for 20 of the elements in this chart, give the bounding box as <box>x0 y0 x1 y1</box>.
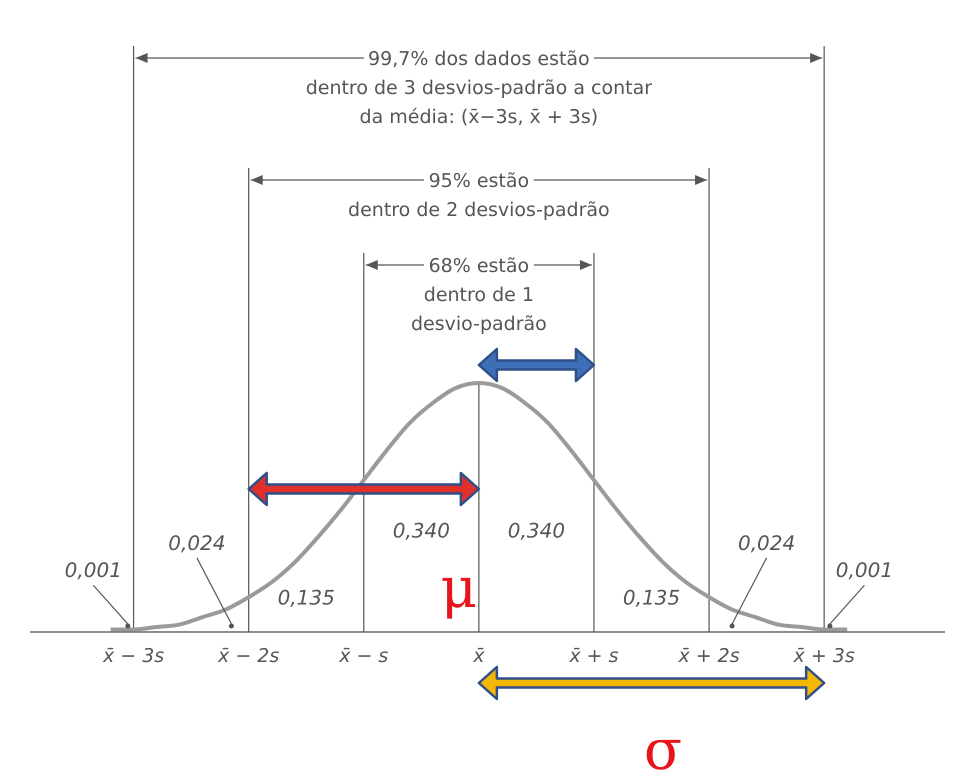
annotation: 0,340 <box>508 518 566 542</box>
x-tick-label: x̄ + s <box>568 645 619 667</box>
annotation: 0,024 <box>168 530 226 555</box>
x-tick-label: x̄ − 3s <box>102 645 164 667</box>
annotation: 0,135 <box>278 586 335 610</box>
annotation: 0,001 <box>836 558 894 582</box>
annotation: 0,135 <box>622 586 680 610</box>
annotation: 0,024 <box>738 530 796 555</box>
annotation: μ <box>440 556 478 622</box>
text: 68% estão dentro de 1 desvio-padrão <box>410 255 547 335</box>
x-tick-label: x̄ + 2s <box>677 645 740 667</box>
x-tick-label: x̄ − s <box>338 645 388 667</box>
x-tick-label: x̄ − 2s <box>217 645 280 667</box>
annotation: 0,001 <box>64 558 122 582</box>
x-tick-label: x̄ <box>472 645 486 667</box>
text: 99,7% dos dados estão dentro de 3 desvios-padrão a contar da média: (x̄−3s, x̄ + 3s) <box>306 48 652 128</box>
text: σ <box>644 718 682 782</box>
text: 95% estão dentro de 2 desvios-padrão <box>348 170 610 221</box>
annotation: 0,340 <box>392 518 450 542</box>
x-tick-label: x̄ + 3s <box>792 645 855 667</box>
